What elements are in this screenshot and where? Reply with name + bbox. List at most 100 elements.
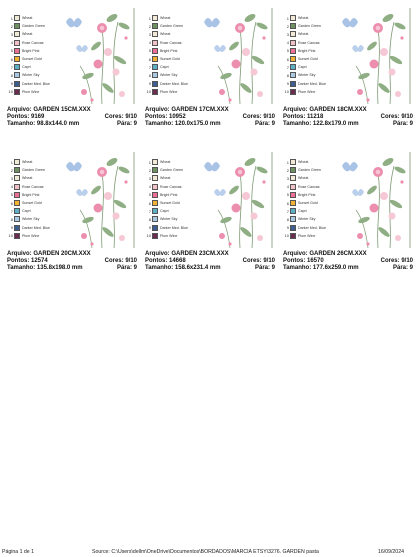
legend-number: 3 [286, 31, 289, 37]
design-thumbnail: 1 Wheat 2 Garden Green 3 Wheat 4 Rose Ca… [4, 150, 140, 250]
legend-item: 1 Wheat [145, 14, 205, 22]
legend-number: 5 [286, 48, 289, 54]
color-swatch [14, 200, 20, 207]
color-swatch [290, 80, 296, 87]
color-swatch [14, 56, 20, 63]
stop-count: Pára: 9 [254, 265, 275, 271]
legend-number: 8 [10, 72, 13, 78]
legend-name: Capri [160, 209, 169, 214]
design-card: 1 Wheat 2 Garden Green 3 Wheat 4 Rose Ca… [4, 150, 140, 302]
legend-item: 7 Capri [283, 207, 343, 215]
legend-item: 4 Rose Canvas [145, 39, 205, 47]
legend-number: 10 [146, 89, 151, 95]
legend-name: Wheat [298, 176, 309, 181]
color-swatch [290, 15, 296, 22]
color-swatch [290, 191, 296, 198]
legend-name: Sunset Gold [160, 57, 180, 62]
color-swatch [152, 191, 158, 198]
legend-name: Garden Green [298, 24, 321, 29]
color-swatch [152, 200, 158, 207]
legend-name: Plum Wine [298, 89, 316, 94]
color-legend: 1 Wheat 2 Garden Green 3 Wheat 4 Rose Ca… [283, 158, 343, 240]
legend-item: 4 Rose Canvas [7, 183, 67, 191]
embroidery-preview [342, 152, 411, 248]
legend-number: 7 [286, 64, 289, 70]
color-swatch [290, 159, 296, 166]
legend-number: 9 [10, 81, 13, 87]
color-count: Cores: 9/10 [104, 114, 137, 120]
legend-name: Bright Pink [22, 48, 40, 53]
legend-number: 6 [148, 200, 151, 206]
design-thumbnail: 1 Wheat 2 Garden Green 3 Wheat 4 Rose Ca… [142, 6, 278, 106]
legend-item: 2 Garden Green [7, 22, 67, 30]
legend-number: 9 [10, 225, 13, 231]
legend-number: 10 [8, 233, 13, 239]
legend-name: Darker Med. Blue [298, 81, 326, 86]
legend-name: Darker Med. Blue [160, 225, 188, 230]
stop-count: Pára: 9 [254, 121, 275, 127]
legend-name: Sunset Gold [298, 201, 318, 206]
source-path: Source: C:\Users\dellm\OneDrive\Document… [92, 549, 319, 555]
color-swatch [290, 232, 296, 239]
legend-name: Darker Med. Blue [22, 225, 50, 230]
legend-item: 10 Plum Wine [7, 88, 67, 96]
legend-number: 6 [286, 56, 289, 62]
legend-item: 2 Garden Green [145, 22, 205, 30]
color-swatch [14, 224, 20, 231]
file-name: Arquivo: GARDEN 26CM.XXX [283, 251, 367, 257]
legend-item: 1 Wheat [145, 158, 205, 166]
design-size: Tamanho: 122.8x179.0 mm [283, 121, 359, 127]
legend-name: Darker Med. Blue [160, 81, 188, 86]
design-thumbnail: 1 Wheat 2 Garden Green 3 Wheat 4 Rose Ca… [142, 150, 278, 250]
color-swatch [290, 23, 296, 30]
legend-number: 3 [286, 175, 289, 181]
legend-number: 9 [148, 81, 151, 87]
legend-name: Wheat [22, 176, 33, 181]
legend-name: Darker Med. Blue [22, 81, 50, 86]
file-name: Arquivo: GARDEN 15CM.XXX [7, 107, 91, 113]
legend-name: Sunset Gold [298, 57, 318, 62]
color-swatch [152, 64, 158, 71]
legend-item: 5 Bright Pink [283, 191, 343, 199]
stitch-count: Pontos: 11218 [283, 114, 324, 120]
legend-number: 5 [10, 48, 13, 54]
legend-item: 1 Wheat [7, 158, 67, 166]
color-swatch [152, 15, 158, 22]
legend-name: Garden Green [160, 168, 183, 173]
legend-item: 3 Wheat [283, 174, 343, 182]
color-swatch [152, 39, 158, 46]
legend-name: Winter Sky [160, 217, 178, 222]
legend-item: 10 Plum Wine [145, 88, 205, 96]
color-swatch [14, 31, 20, 38]
color-count: Cores: 9/10 [380, 114, 413, 120]
color-count: Cores: 9/10 [242, 258, 275, 264]
legend-item: 8 Winter Sky [283, 71, 343, 79]
legend-name: Rose Canvas [298, 184, 320, 189]
color-swatch [14, 80, 20, 87]
legend-item: 2 Garden Green [145, 166, 205, 174]
legend-item: 5 Bright Pink [7, 47, 67, 55]
stop-count: Pára: 9 [116, 265, 137, 271]
legend-item: 9 Darker Med. Blue [7, 80, 67, 88]
legend-number: 2 [10, 167, 13, 173]
legend-number: 5 [286, 192, 289, 198]
legend-number: 5 [148, 192, 151, 198]
legend-name: Capri [22, 209, 31, 214]
legend-number: 3 [10, 31, 13, 37]
legend-name: Rose Canvas [160, 184, 182, 189]
color-swatch [290, 39, 296, 46]
legend-number: 9 [148, 225, 151, 231]
legend-number: 1 [286, 159, 289, 165]
legend-name: Bright Pink [160, 192, 178, 197]
color-swatch [152, 224, 158, 231]
design-thumbnail: 1 Wheat 2 Garden Green 3 Wheat 4 Rose Ca… [4, 6, 140, 106]
stop-count: Pára: 9 [116, 121, 137, 127]
legend-number: 6 [286, 200, 289, 206]
color-swatch [152, 208, 158, 215]
legend-item: 10 Plum Wine [7, 232, 67, 240]
legend-number: 1 [148, 159, 151, 165]
color-swatch [290, 31, 296, 38]
design-info: Arquivo: GARDEN 20CM.XXX Pontos: 12574 C… [7, 251, 137, 272]
legend-number: 10 [284, 233, 289, 239]
legend-item: 7 Capri [283, 63, 343, 71]
